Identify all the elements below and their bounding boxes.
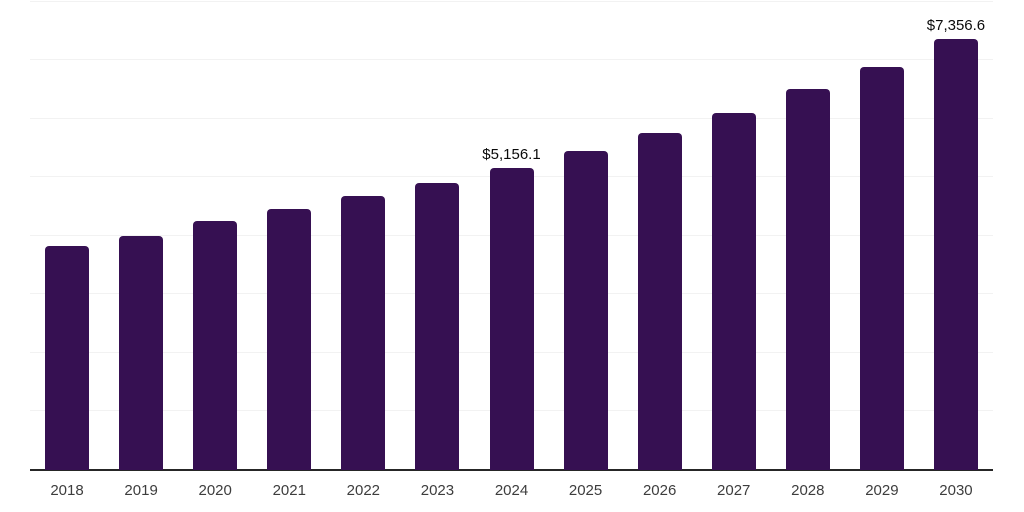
x-tick-2023: 2023 bbox=[420, 482, 455, 499]
x-tick-2020: 2020 bbox=[198, 482, 232, 499]
value-label-2030: $7,356.6 bbox=[926, 17, 986, 35]
x-tick-2030: 2030 bbox=[939, 482, 973, 499]
bar-2020 bbox=[193, 221, 238, 470]
x-tick-2018: 2018 bbox=[50, 482, 84, 499]
x-tick-2028: 2028 bbox=[791, 482, 825, 499]
bar-2022 bbox=[341, 196, 386, 470]
bar-2030 bbox=[933, 39, 978, 470]
gridline-6000 bbox=[30, 117, 993, 119]
bar-2029 bbox=[859, 66, 904, 470]
bar-2026 bbox=[637, 133, 682, 470]
bar-2028 bbox=[785, 88, 830, 470]
x-tick-2022: 2022 bbox=[346, 482, 381, 499]
x-tick-2029: 2029 bbox=[865, 482, 899, 499]
x-axis-labels: 2018 2019 2020 2021 2022 2023 2024 2025 2026 2027… bbox=[30, 482, 993, 502]
x-axis-line bbox=[30, 469, 993, 471]
gridline-7000 bbox=[30, 59, 993, 61]
gridline-8000 bbox=[30, 0, 993, 2]
bar-2027 bbox=[711, 112, 756, 470]
x-tick-2027: 2027 bbox=[717, 482, 751, 499]
x-tick-2019: 2019 bbox=[124, 482, 158, 499]
x-tick-2021: 2021 bbox=[272, 482, 306, 499]
x-tick-2026: 2026 bbox=[642, 482, 677, 499]
plot-area: $5,156.1 $7,356.6 bbox=[30, 0, 993, 471]
bar-2021 bbox=[267, 208, 312, 470]
x-tick-2024: 2024 bbox=[494, 482, 529, 499]
bar-2019 bbox=[119, 235, 164, 470]
value-label-2024: $5,156.1 bbox=[482, 146, 541, 164]
bar-2025 bbox=[563, 151, 608, 470]
bar-2023 bbox=[415, 182, 460, 470]
bar-2018 bbox=[45, 246, 90, 470]
x-tick-2025: 2025 bbox=[568, 482, 603, 499]
bar-2024 bbox=[489, 168, 534, 470]
